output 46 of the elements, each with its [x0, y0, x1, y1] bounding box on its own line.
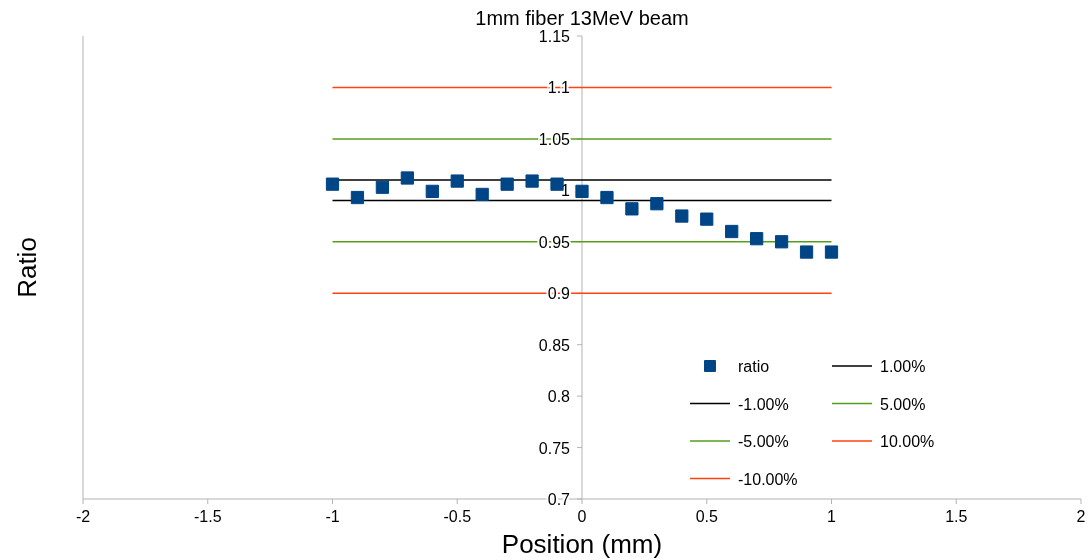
point	[450, 174, 464, 188]
point	[400, 171, 414, 185]
point	[824, 245, 839, 259]
x-tick-label: -1.5	[193, 508, 222, 525]
legend-label: -1.00%	[738, 395, 789, 413]
point	[375, 180, 390, 194]
point	[600, 190, 614, 205]
legend-label: ratio	[738, 358, 770, 375]
y-tick-label: 1	[561, 182, 571, 200]
point	[625, 202, 639, 216]
y-axis-title: Ratio	[12, 237, 42, 298]
x-tick-label: 1	[827, 508, 837, 525]
point	[475, 187, 489, 202]
legend-label: 10.00%	[880, 433, 935, 450]
x-tick-label: 0	[577, 508, 587, 525]
chart-title: 1mm fiber 13MeV beam	[475, 7, 689, 29]
point	[750, 232, 764, 246]
legend-label: -5.00%	[738, 433, 789, 450]
point	[650, 197, 664, 211]
x-tick-label: -2	[75, 508, 91, 525]
y-tick-label: 1.15	[538, 28, 571, 45]
y-tick-label: 0.7	[547, 491, 571, 508]
x-tick-label: 2	[1076, 508, 1086, 525]
point	[500, 177, 514, 191]
point	[575, 184, 589, 198]
x-tick-label: 1.5	[945, 508, 968, 525]
point	[350, 190, 365, 205]
legend-label: 5.00%	[880, 395, 926, 413]
y-tick-label: 0.8	[547, 388, 571, 406]
point	[550, 177, 564, 191]
x-tick-label: -1	[325, 508, 340, 525]
point	[325, 177, 340, 191]
point	[774, 235, 789, 249]
point	[725, 224, 739, 239]
y-tick-label: 0.85	[538, 336, 571, 354]
point	[425, 184, 439, 198]
x-tick-label: -0.5	[443, 508, 472, 525]
y-tick-label: 0.75	[538, 439, 571, 457]
point	[675, 209, 689, 223]
point	[525, 174, 539, 188]
point	[799, 245, 814, 259]
x-axis-title: Position (mm)	[501, 529, 663, 559]
legend-label: 1.00%	[880, 358, 926, 375]
x-tick-label: 0.5	[695, 508, 718, 525]
legend-label: -10.00%	[738, 470, 798, 488]
point	[700, 212, 714, 226]
